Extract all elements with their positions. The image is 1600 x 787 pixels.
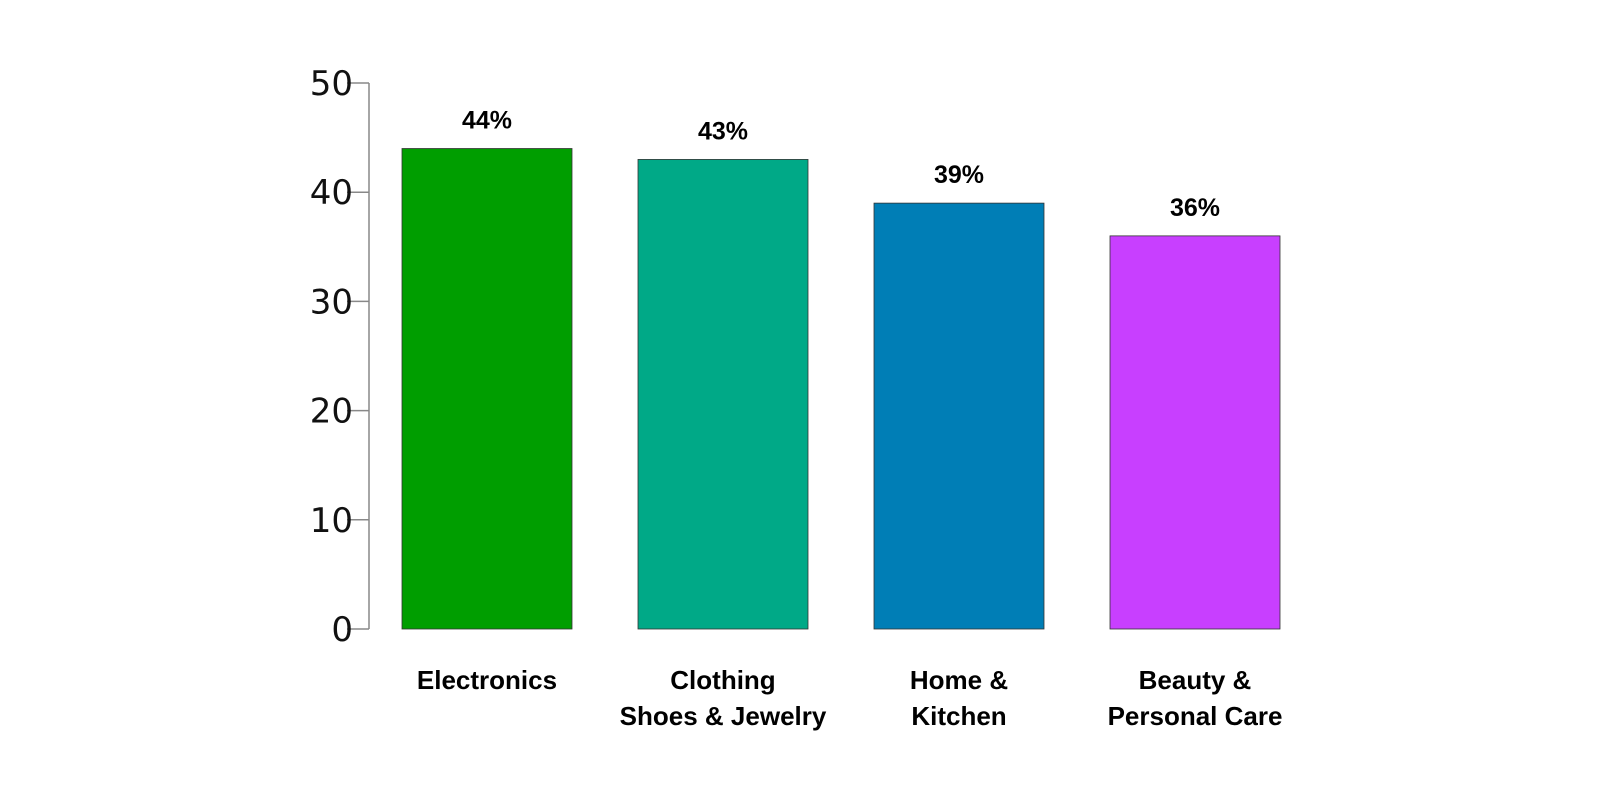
category-labels: Electronics Clothing Shoes & Jewelry Home &… (417, 665, 1283, 731)
y-tick-label: 30 (310, 282, 353, 322)
category-label-line: Home & (910, 665, 1008, 695)
bar (873, 202, 1045, 630)
data-label: 36% (1170, 194, 1220, 222)
y-tick-label: 0 (331, 610, 353, 650)
data-label: 44% (462, 107, 512, 135)
category-label-line: Kitchen (911, 701, 1006, 731)
bar (637, 159, 809, 630)
data-labels: 44% 43% 39% 36% (462, 107, 1220, 222)
y-axis: 0 10 20 30 40 50 (310, 64, 370, 650)
bar (1109, 235, 1281, 630)
y-tick-label: 20 (310, 392, 353, 432)
category-label: Home & Kitchen (910, 665, 1008, 731)
category-label: Electronics (417, 665, 557, 695)
data-label: 43% (698, 117, 748, 145)
data-label: 39% (934, 161, 984, 189)
category-label-line: Beauty & (1139, 665, 1252, 695)
category-label: Beauty & Personal Care (1108, 665, 1283, 731)
y-tick-label: 40 (310, 173, 353, 213)
category-label-line: Clothing (670, 665, 775, 695)
category-label-line: Electronics (417, 665, 557, 695)
bars (401, 148, 1281, 630)
bar (401, 148, 573, 630)
y-tick-label: 50 (310, 64, 353, 104)
category-label-line: Personal Care (1108, 701, 1283, 731)
y-tick-label: 10 (310, 501, 353, 541)
category-label-line: Shoes & Jewelry (620, 701, 827, 731)
category-label: Clothing Shoes & Jewelry (620, 665, 827, 731)
